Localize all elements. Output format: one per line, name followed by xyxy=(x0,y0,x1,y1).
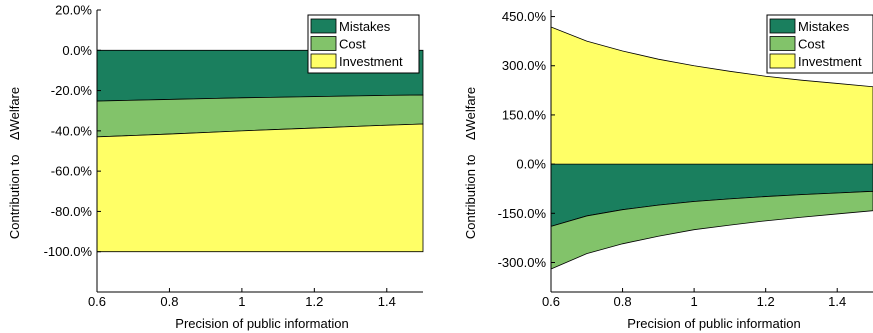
y-tick-label: -300.0% xyxy=(498,255,547,270)
y-tick-label: 300.0% xyxy=(502,58,547,73)
y-tick-label: -100.0% xyxy=(44,244,93,259)
x-tick-label: 0.6 xyxy=(88,294,106,309)
y-axis-title: Contribution to ΔWelfare xyxy=(7,87,22,239)
legend-swatch-investment xyxy=(769,53,796,69)
x-tick-label: 1.2 xyxy=(757,294,775,309)
legend-label-cost: Cost xyxy=(339,37,366,52)
x-tick-label: 0.8 xyxy=(614,294,632,309)
x-tick-label: 1.2 xyxy=(305,294,323,309)
y-tick-label: 150.0% xyxy=(502,107,547,122)
y-tick-label: -60.0% xyxy=(51,164,93,179)
chart-1: 20.0% 0.0% -20.0% -40.0% -60.0% -80.0% -100.0%… xyxy=(7,3,424,331)
x-tick-label: 0.8 xyxy=(160,294,178,309)
legend-label-mistakes: Mistakes xyxy=(339,19,391,34)
y-tick-label: -20.0% xyxy=(51,83,93,98)
y-tick-label: 450.0% xyxy=(502,9,547,24)
area-cost-2 xyxy=(550,190,873,270)
legend-swatch-cost xyxy=(769,36,796,51)
x-tick-label: 1.4 xyxy=(378,294,396,309)
legend: Mistakes Cost Investment xyxy=(766,14,873,74)
y-tick-label: 0.0% xyxy=(62,43,92,58)
legend-label-investment: Investment xyxy=(339,54,403,69)
y-tick-label: -150.0% xyxy=(498,206,547,221)
legend-swatch-cost xyxy=(310,36,337,51)
y-tick-label: -80.0% xyxy=(51,204,93,219)
legend-label-mistakes: Mistakes xyxy=(798,19,850,34)
x-tick-label: 0.6 xyxy=(542,294,560,309)
legend-swatch-mistakes xyxy=(310,18,337,34)
x-axis-title: Precision of public information xyxy=(627,316,800,331)
chart-2: 450.0% 300.0% 150.0% 0.0% -150.0% -300.0% 0.6 0… xyxy=(463,9,873,331)
legend-label-cost: Cost xyxy=(798,37,825,52)
legend-swatch-investment xyxy=(310,53,337,69)
x-tick-label: 1 xyxy=(690,294,697,309)
y-axis-title: Contribution to ΔWelfare xyxy=(463,87,478,239)
area-investment-1 xyxy=(96,123,424,253)
legend-label-investment: Investment xyxy=(798,54,862,69)
y-tick-label: -40.0% xyxy=(51,123,93,138)
area-investment-2 xyxy=(550,26,873,165)
y-tick-label: 20.0% xyxy=(55,3,92,18)
x-tick-label: 1.4 xyxy=(828,294,846,309)
legend: Mistakes Cost Investment xyxy=(307,14,420,74)
y-tick-label: 0.0% xyxy=(516,157,546,172)
x-tick-label: 1 xyxy=(238,294,245,309)
legend-swatch-mistakes xyxy=(769,18,796,34)
x-axis-title: Precision of public information xyxy=(175,316,348,331)
